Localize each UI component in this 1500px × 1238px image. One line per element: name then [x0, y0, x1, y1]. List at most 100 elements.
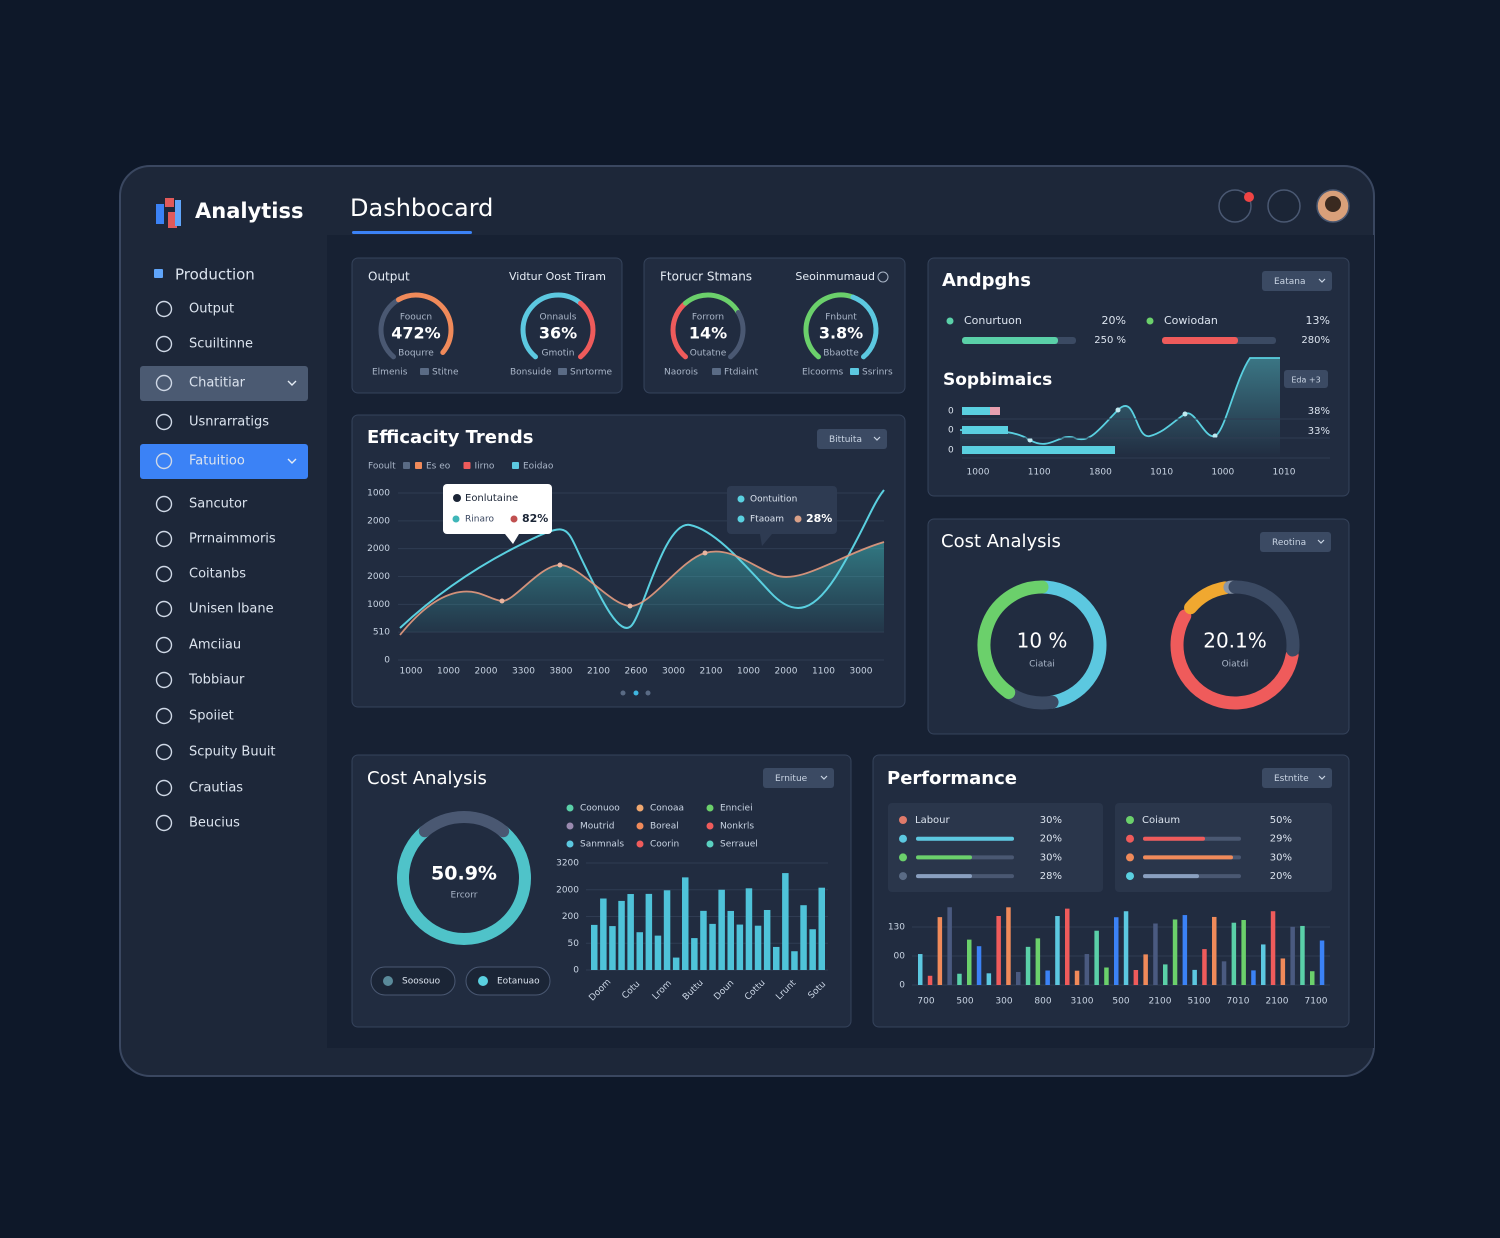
nav-item[interactable]: Sancutor	[189, 497, 248, 512]
bar	[654, 935, 662, 970]
nav-item[interactable]: Unisen lbane	[189, 602, 274, 617]
pager-dot[interactable]	[633, 690, 639, 696]
list-title: Labour	[915, 815, 951, 826]
x-tick-label: 1000	[967, 468, 990, 478]
pager-dot[interactable]	[620, 690, 626, 696]
badge	[1284, 370, 1328, 388]
bar	[1202, 949, 1207, 985]
donut-caption: Ciatai	[1029, 660, 1055, 670]
metric-sub: 280%	[1301, 335, 1330, 346]
x-tick-label: 2100	[587, 667, 610, 677]
footer-label: Ftdiaint	[724, 368, 759, 378]
y-tick-label: 1000	[367, 600, 390, 610]
logo-block	[175, 200, 181, 226]
header-button[interactable]	[1267, 189, 1301, 223]
nav-item[interactable]: Scuiltinne	[189, 337, 253, 352]
nav-item[interactable]: Spoiiet	[189, 709, 234, 724]
bar	[645, 893, 653, 970]
footer-label: Naorois	[664, 368, 698, 378]
nav-item[interactable]: Beucius	[189, 816, 240, 831]
legend-dot	[636, 822, 644, 830]
list-card	[1115, 803, 1332, 892]
y-tick-label: 2000	[556, 885, 579, 895]
nav-item[interactable]: Amciiau	[189, 638, 241, 653]
trend-area	[400, 542, 884, 635]
header-button[interactable]	[1218, 189, 1252, 223]
gauge-caption: Gmotin	[542, 349, 575, 359]
dropdown[interactable]	[1262, 271, 1332, 291]
x-tick-label: 3000	[662, 667, 685, 677]
donut-segment	[1170, 609, 1299, 710]
dropdown[interactable]	[763, 768, 834, 788]
list-dot	[899, 872, 907, 881]
legend-dot	[636, 840, 644, 848]
gauge-arc	[520, 292, 583, 360]
logo-block	[156, 204, 164, 224]
nav-item[interactable]: Fatuitioo	[189, 454, 245, 469]
bar	[1182, 915, 1188, 985]
chevron	[1318, 278, 1326, 283]
pill-button[interactable]	[370, 966, 456, 996]
bar	[1319, 940, 1325, 985]
bar	[736, 924, 744, 970]
bar	[1025, 946, 1031, 985]
list-bar	[916, 836, 1014, 841]
x-tick-label: 500	[956, 997, 973, 1007]
dropdown-label[interactable]: Ernitue	[775, 774, 808, 784]
dropdown-label[interactable]: Eatana	[1274, 277, 1305, 287]
y-tick-label: 200	[562, 912, 579, 922]
chevron	[873, 436, 881, 441]
gauge-arc	[727, 310, 746, 360]
pill-label[interactable]: Soosouo	[402, 977, 441, 987]
bar	[1094, 930, 1099, 985]
bar	[600, 898, 607, 970]
tooltip	[727, 486, 837, 534]
dropdown[interactable]	[1260, 532, 1331, 552]
pager-dot[interactable]	[645, 690, 651, 696]
gauge-label: Fnbunt	[825, 313, 857, 323]
y-tick-label: 2000	[367, 544, 390, 554]
nav-item[interactable]: Chatitiar	[189, 376, 246, 391]
y-tick-label: 50	[568, 939, 580, 949]
x-tick-label: 1800	[1089, 468, 1112, 478]
donut-segment	[1184, 581, 1232, 615]
dropdown-label[interactable]: Estntite	[1274, 774, 1309, 784]
bar	[800, 905, 807, 970]
donut-value: 50.9%	[431, 863, 497, 885]
y-tick-label: 2000	[367, 516, 390, 526]
bar	[691, 938, 698, 970]
nav-item[interactable]: Output	[189, 302, 234, 317]
list-bar	[1143, 836, 1205, 841]
bar	[986, 973, 992, 985]
pill-button[interactable]	[465, 966, 551, 996]
dropdown[interactable]	[1262, 768, 1332, 788]
x-tick-label: 1010	[1150, 468, 1173, 478]
nav-item[interactable]: Coitanbs	[189, 567, 246, 582]
bar	[682, 877, 689, 970]
bar	[591, 924, 598, 970]
bar	[1261, 944, 1266, 985]
x-tick-label: 3000	[850, 667, 873, 677]
gauge-arc	[683, 292, 741, 315]
nav-highlight[interactable]	[140, 366, 308, 401]
nav-icon	[155, 743, 173, 761]
list-dot	[899, 816, 907, 824]
x-tick-label: 1000	[437, 667, 460, 677]
metric-value: 13%	[1306, 314, 1330, 327]
x-tick-label: 7010	[1227, 997, 1250, 1007]
nav-item[interactable]: Prrnaimmoris	[189, 532, 276, 547]
dropdown-label[interactable]: Reotina	[1272, 538, 1306, 548]
pill-label[interactable]: Eotanuao	[497, 977, 540, 987]
nav-active[interactable]	[140, 444, 308, 479]
section-icon	[154, 269, 163, 278]
panel-title: Ftorucr Stmans	[660, 270, 752, 284]
tooltip-title: Oontuition	[750, 495, 797, 505]
nav-item[interactable]: Scpuity Buuit	[189, 745, 276, 760]
nav-item[interactable]: Crautias	[189, 781, 243, 796]
legend-swatch	[403, 462, 410, 469]
dropdown[interactable]	[817, 429, 887, 449]
list-value: 29%	[1270, 834, 1292, 845]
nav-item[interactable]: Tobbiaur	[188, 673, 245, 688]
nav-item[interactable]: Usnrarratigs	[189, 415, 269, 430]
dropdown-label[interactable]: Bittuita	[829, 435, 862, 445]
